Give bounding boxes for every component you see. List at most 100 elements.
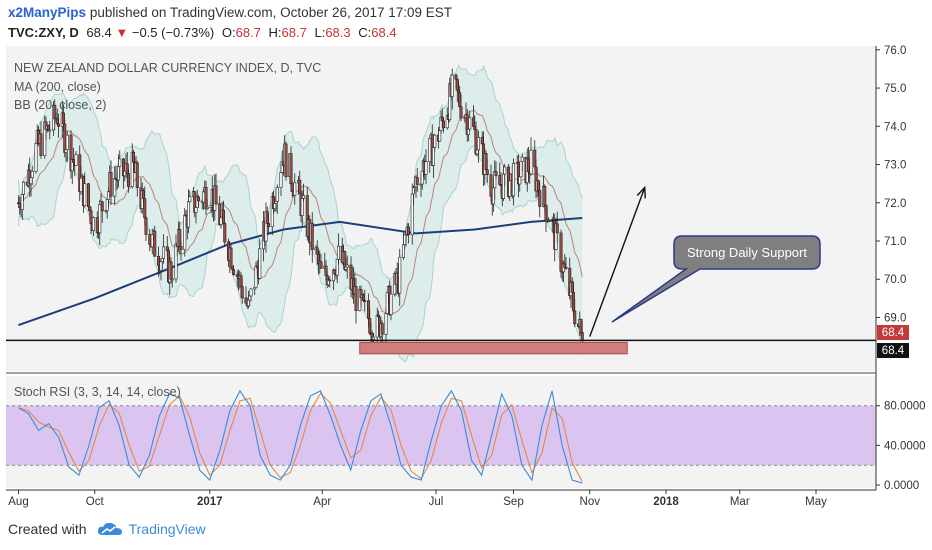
candle (511, 158, 515, 206)
candle-body (484, 153, 488, 171)
candle-body (135, 162, 139, 189)
candle-body (165, 246, 169, 251)
candle-body (143, 198, 147, 219)
time-tick-label: 2018 (653, 496, 679, 508)
candle-body (183, 214, 187, 250)
candle-body (475, 149, 479, 155)
candle (301, 183, 305, 202)
candle-body (315, 247, 319, 255)
close-value: 68.4 (371, 25, 397, 40)
time-tick-label: Sep (503, 496, 523, 508)
time-axis[interactable]: Aug Oct 2017 Apr Jul Sep Nov 2018 Mar May (8, 490, 827, 508)
candle-body (88, 206, 92, 212)
candle-body (123, 170, 127, 177)
candle-body (89, 210, 93, 224)
last-price-badge-text: 68.4 (882, 327, 905, 339)
candle-body (546, 219, 550, 223)
candle-body (571, 292, 575, 312)
candle (39, 121, 43, 159)
candle (484, 150, 488, 173)
candle (450, 68, 454, 110)
candle-body (543, 186, 547, 206)
candle-body (188, 196, 192, 202)
time-tick-label: Aug (8, 496, 28, 508)
tradingview-brand[interactable]: TradingView (128, 521, 206, 537)
author-name[interactable]: x2ManyPips (8, 5, 87, 20)
candle-body (428, 138, 432, 163)
candle (485, 157, 489, 183)
candle-body (39, 133, 43, 156)
published-text: published on TradingView.com, October 26… (89, 5, 453, 20)
candle-body (471, 117, 475, 127)
candle (179, 241, 183, 261)
time-tick-label: 2017 (197, 496, 223, 508)
support-zone (359, 341, 628, 355)
candle-body (344, 266, 348, 270)
candle-body (232, 269, 236, 275)
candle (328, 276, 332, 288)
candle-body (563, 263, 567, 268)
candle-body (324, 265, 328, 276)
candle-body (284, 143, 288, 178)
candle-body (564, 267, 568, 269)
candle-body (83, 183, 87, 206)
candle (433, 133, 437, 152)
candle-body (380, 323, 384, 335)
candle (34, 139, 38, 174)
candle-body (520, 156, 524, 162)
candle-body (511, 163, 515, 197)
candle-body (573, 310, 577, 325)
candle-body (328, 279, 332, 282)
candle-body (518, 176, 522, 185)
price-axis[interactable]: 76.0 75.0 74.0 73.0 72.0 71.0 70.0 69.0 (876, 45, 906, 325)
candle-body (239, 275, 243, 288)
tradingview-cloud-icon (97, 522, 122, 535)
price-tick-label: 74.0 (884, 121, 906, 133)
candle-body (570, 282, 574, 293)
candle-body (18, 202, 22, 209)
candle-body (526, 158, 530, 173)
candle-body (274, 200, 278, 204)
candle-body (420, 170, 424, 185)
candle-body (454, 74, 458, 80)
price-tick-label: 72.0 (884, 198, 906, 210)
candle (424, 149, 428, 185)
stoch-k-line (18, 389, 583, 484)
candle-body (179, 246, 183, 250)
candle-body (375, 314, 379, 338)
candle-body (178, 229, 182, 247)
bb-lower (18, 145, 583, 363)
candle-body (403, 234, 407, 246)
candle-body (230, 266, 234, 270)
candle-body (117, 166, 121, 181)
candle (127, 168, 131, 193)
callout-box[interactable] (611, 235, 821, 323)
price-tick-label: 69.0 (884, 312, 906, 324)
candle-body (301, 195, 305, 199)
candle-body (118, 158, 122, 167)
candle (336, 233, 340, 265)
candle-body (244, 297, 248, 304)
time-tick-label: Jul (429, 496, 444, 508)
legend-bb: BB (20, close, 2) (14, 98, 106, 112)
candle (135, 160, 139, 197)
candle-body (319, 261, 323, 269)
candle-body (491, 187, 495, 205)
candle-body (293, 182, 297, 196)
candle-body (55, 118, 59, 125)
candle-body (450, 74, 454, 97)
candle (232, 265, 236, 276)
candle (83, 172, 87, 208)
candle (144, 215, 148, 242)
candle-body (159, 261, 163, 271)
candle-body (354, 286, 358, 311)
candle-body (107, 191, 111, 200)
price-tick-label: 71.0 (884, 236, 906, 248)
candle-body (398, 257, 402, 294)
candle-body (240, 286, 244, 299)
candle-body (466, 128, 470, 135)
candle-body (254, 265, 258, 288)
time-tick-label: Oct (86, 496, 105, 508)
candle (538, 182, 542, 218)
